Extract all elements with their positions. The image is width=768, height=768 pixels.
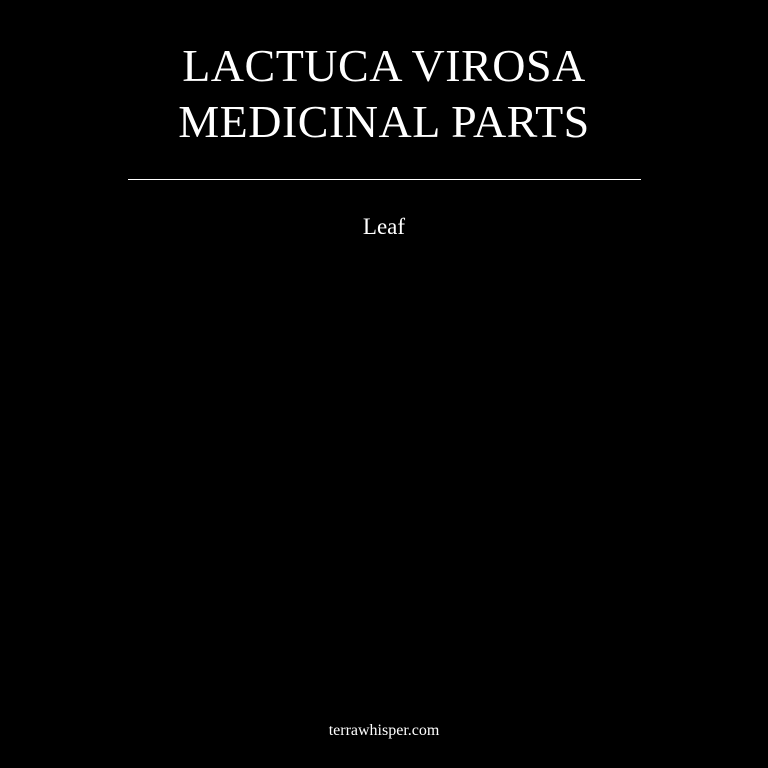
page-title: LACTUCA VIROSA MEDICINAL PARTS	[0, 38, 768, 150]
medicinal-part-item: Leaf	[362, 214, 406, 239]
medicinal-parts-list: Leaf	[0, 212, 768, 242]
title-divider	[128, 179, 641, 180]
title-line-1: LACTUCA VIROSA	[182, 40, 586, 91]
footer-site-credit: terrawhisper.com	[328, 722, 440, 739]
title-line-2: MEDICINAL PARTS	[178, 96, 590, 147]
